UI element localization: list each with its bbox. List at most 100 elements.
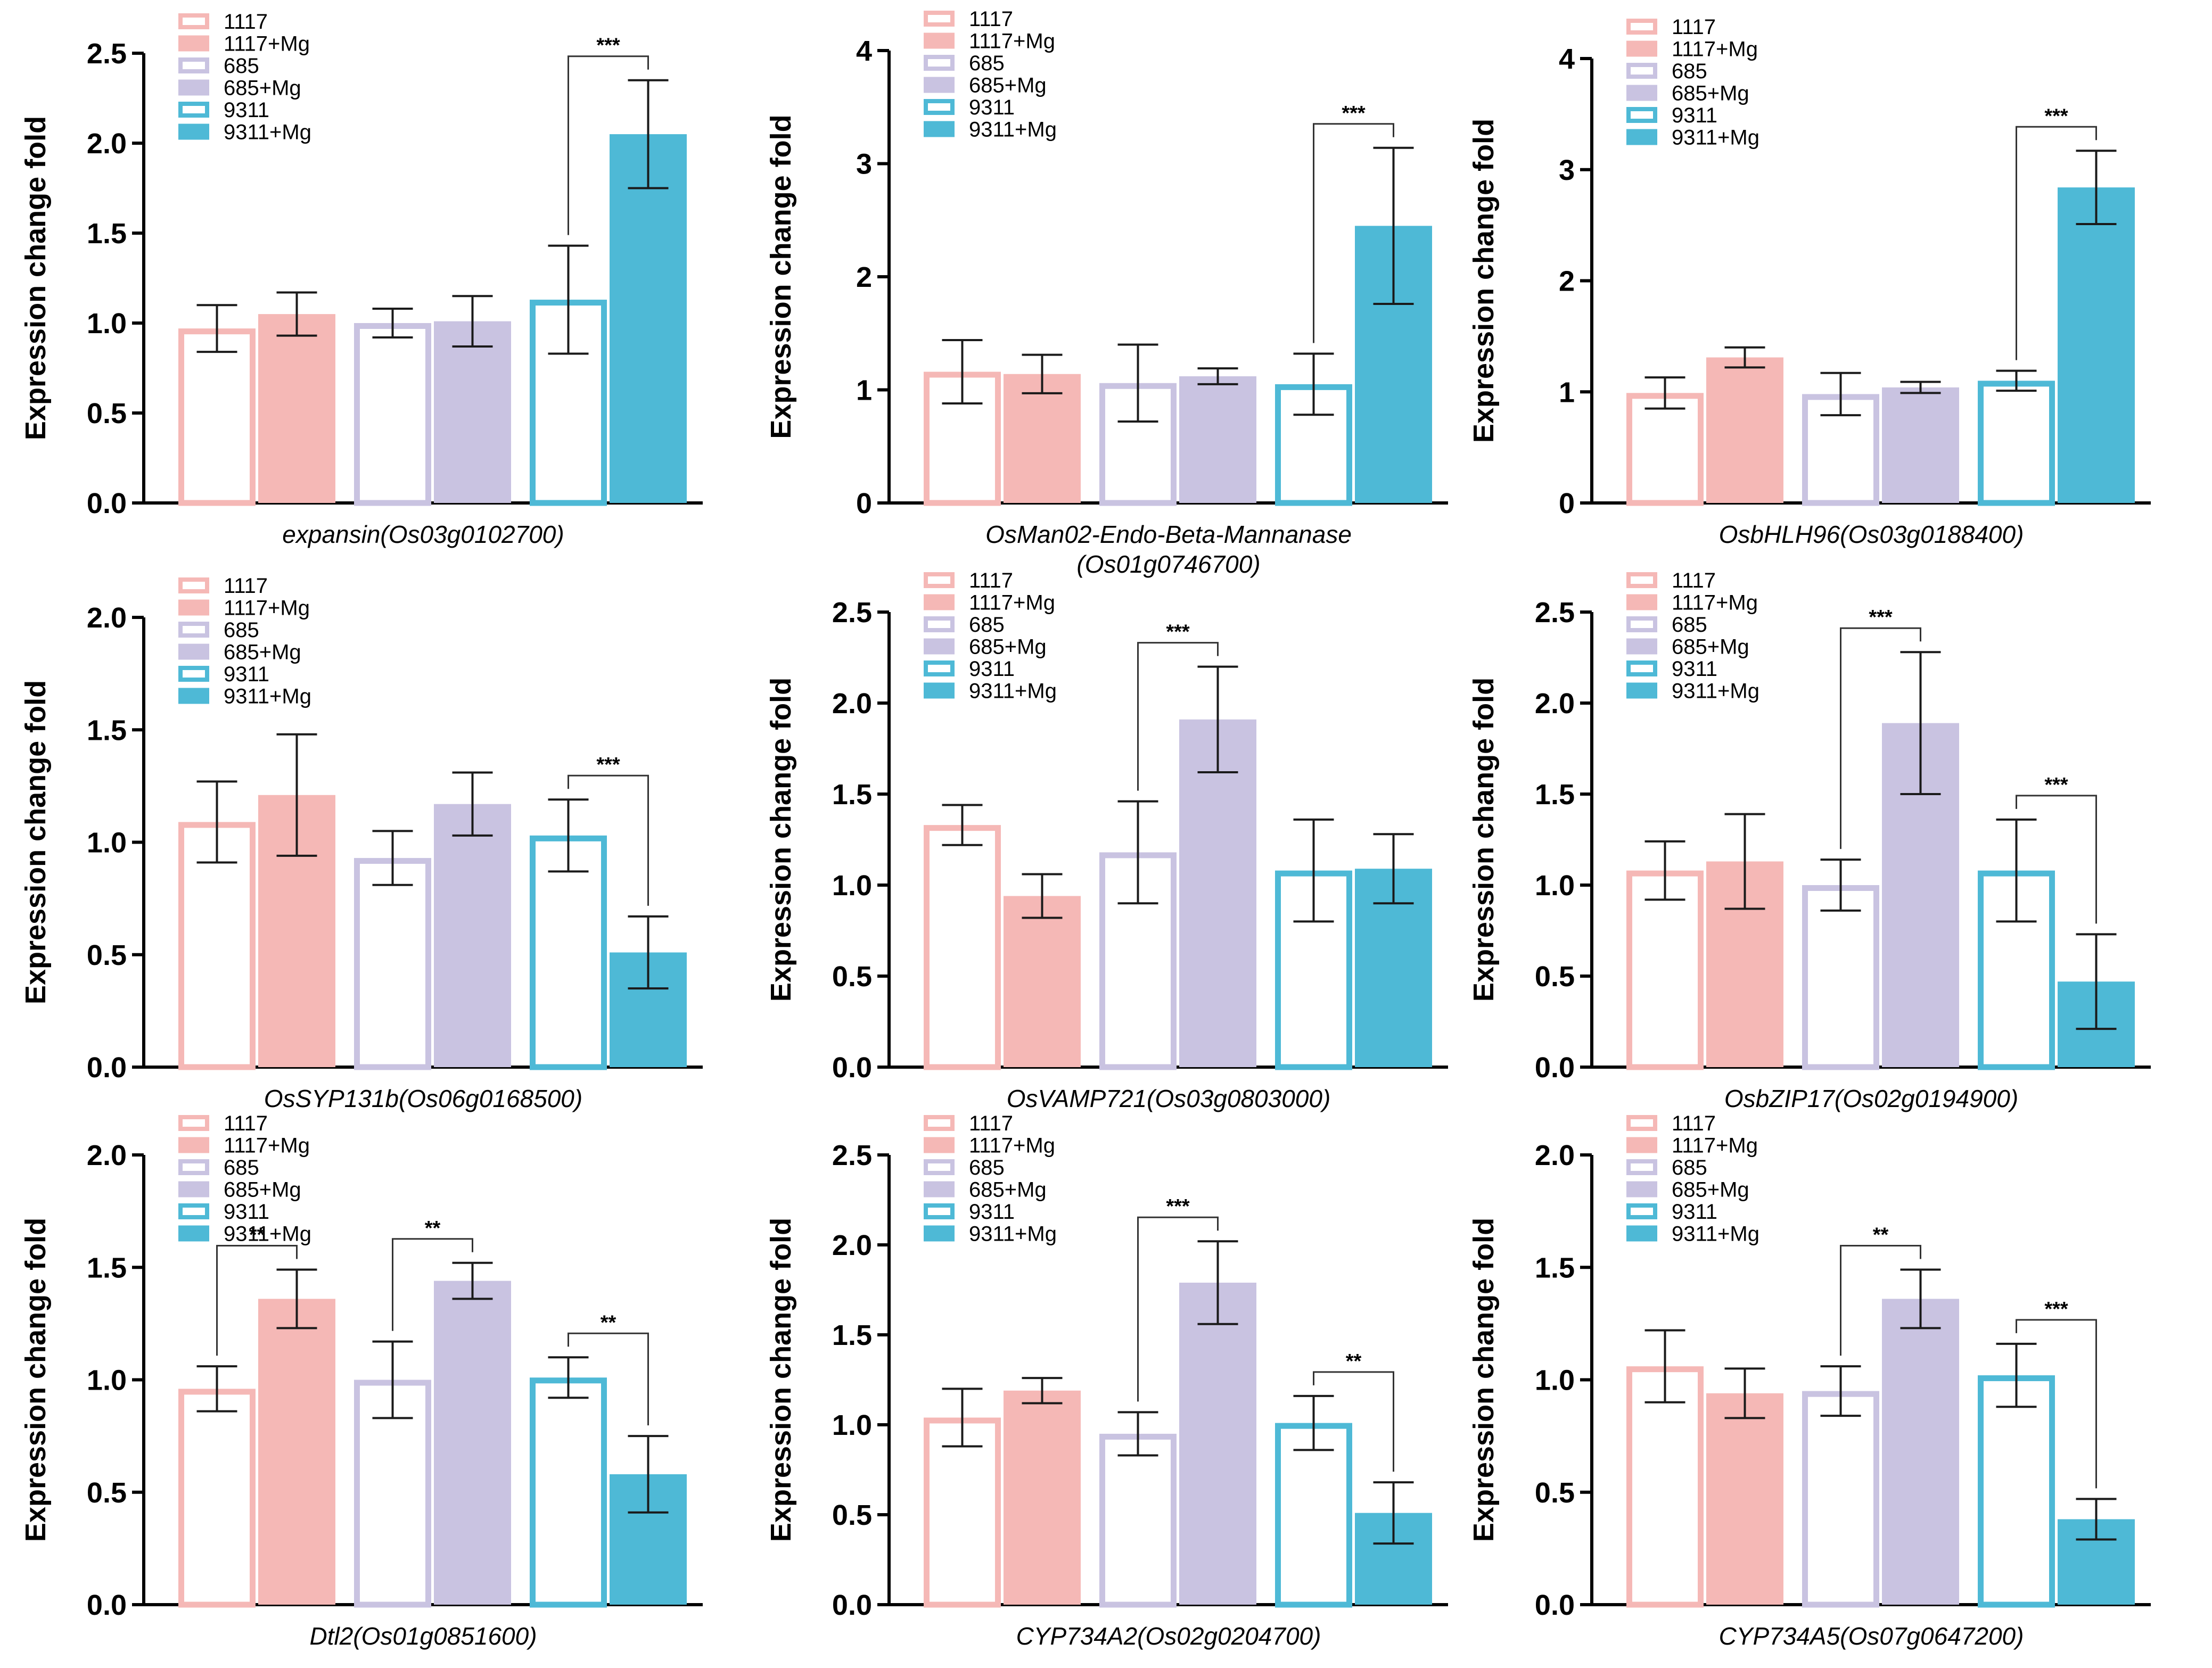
y-axis-label: Expression change fold — [765, 114, 797, 439]
y-tick-label: 1.5 — [832, 1319, 872, 1351]
significance-label: *** — [1342, 102, 1366, 125]
y-tick-label: 1.5 — [87, 218, 127, 250]
legend-swatch-1117+Mg — [924, 32, 955, 49]
chart-panel-5: 0.0 0.5 1.0 1.5 2.0 2.5 Expression change fold… — [765, 569, 1448, 1112]
legend-label: 9311+Mg — [1672, 1223, 1759, 1246]
legend-label: 685+Mg — [224, 641, 301, 664]
x-axis-label: OsbHLH96(Os03g0188400) — [1719, 521, 2024, 548]
bar-1117 — [178, 328, 256, 506]
y-axis-label: Expression change fold — [765, 1218, 797, 1542]
y-tick-label: 0 — [856, 488, 872, 519]
legend-label: 9311 — [224, 1200, 269, 1224]
bar-685+Mg — [1179, 719, 1256, 1067]
legend-swatch-685 — [178, 1159, 209, 1175]
y-tick-label: 1 — [856, 375, 872, 407]
significance-bracket — [1840, 627, 1921, 849]
legend-label: 9311+Mg — [224, 121, 311, 144]
y-tick-label: 1.0 — [87, 1365, 127, 1397]
legend-label: 1117+Mg — [224, 1134, 310, 1158]
y-axis-label: Expression change fold — [1468, 119, 1500, 443]
legend-swatch-1117 — [1626, 572, 1657, 588]
legend-label: 685+Mg — [969, 74, 1047, 97]
legend-swatch-685+Mg — [178, 643, 209, 660]
y-tick-label: 0.0 — [832, 1052, 872, 1084]
legend-label: 1117+Mg — [1672, 1134, 1758, 1158]
legend-label: 1117 — [1672, 1112, 1716, 1135]
legend-swatch-9311+Mg — [924, 682, 955, 699]
chart-panel-6: 0.0 0.5 1.0 1.5 2.0 2.5 Expression change fold… — [1468, 569, 2151, 1112]
y-tick-label: 0.5 — [832, 1499, 872, 1531]
y-tick-label: 1.0 — [832, 870, 872, 902]
legend-label: 685+Mg — [969, 635, 1047, 659]
legend-swatch-9311+Mg — [178, 1225, 209, 1242]
bar-1117+Mg — [258, 1299, 335, 1605]
legend-label: 9311 — [969, 96, 1015, 119]
y-axis-label: Expression change fold — [1468, 1218, 1500, 1542]
y-tick-label: 2.0 — [832, 1229, 872, 1261]
y-tick-label: 0.0 — [832, 1589, 872, 1621]
legend-label: 1117+Mg — [1672, 591, 1758, 615]
bar-1117+Mg — [1706, 1393, 1783, 1605]
significance-label: *** — [1869, 606, 1893, 629]
legend-label: 685 — [224, 1156, 259, 1179]
significance-label: *** — [2044, 105, 2068, 127]
legend-swatch-685+Mg — [1626, 85, 1657, 101]
legend-label: 9311 — [969, 657, 1015, 681]
y-axis-label: Expression change fold — [20, 1218, 52, 1542]
significance-label: ** — [1873, 1224, 1889, 1246]
legend-label: 1117+Mg — [969, 591, 1055, 615]
significance-bracket — [568, 55, 649, 235]
bar-685+Mg — [1179, 376, 1256, 503]
y-tick-label: 1.5 — [832, 779, 872, 811]
y-tick-label: 4 — [856, 35, 872, 67]
legend-label: 9311 — [224, 663, 269, 686]
legend-label: 685 — [1672, 1156, 1707, 1179]
y-tick-label: 1.5 — [87, 714, 127, 746]
legend-swatch-9311 — [1626, 107, 1657, 123]
x-axis-label: OsSYP131b(Os06g0168500) — [264, 1085, 582, 1112]
significance-bracket — [1313, 123, 1394, 343]
y-tick-label: 0.0 — [1535, 1052, 1575, 1084]
bar-1117 — [178, 1389, 256, 1608]
significance-bracket — [1313, 1371, 1394, 1472]
significance-label: *** — [2044, 1298, 2068, 1320]
y-tick-label: 0.5 — [87, 398, 127, 430]
legend-label: 685+Mg — [1672, 1178, 1749, 1202]
y-tick-label: 0.0 — [87, 1052, 127, 1084]
legend-swatch-685 — [178, 622, 209, 638]
legend-label: 9311 — [224, 98, 269, 122]
legend-swatch-685+Mg — [1626, 1181, 1657, 1198]
y-tick-label: 2.5 — [87, 38, 127, 70]
legend-swatch-9311 — [924, 660, 955, 676]
x-axis-label: Dtl2(Os01g0851600) — [309, 1622, 537, 1650]
y-tick-label: 2 — [1559, 266, 1575, 298]
legend-swatch-1117 — [178, 13, 209, 29]
legend-swatch-9311+Mg — [1626, 1225, 1657, 1242]
legend-swatch-9311+Mg — [924, 1225, 955, 1242]
legend-swatch-1117+Mg — [178, 1137, 209, 1153]
significance-bracket — [392, 1238, 473, 1331]
legend-swatch-1117 — [178, 1115, 209, 1131]
y-tick-label: 1.0 — [87, 308, 127, 340]
bar-685+Mg — [1882, 387, 1959, 503]
bar-9311 — [1978, 381, 2055, 506]
legend-swatch-685+Mg — [178, 1181, 209, 1198]
y-tick-label: 1.0 — [1535, 1365, 1575, 1397]
significance-label: *** — [596, 754, 620, 776]
legend-swatch-9311 — [178, 102, 209, 118]
bar-685 — [354, 323, 431, 506]
y-tick-label: 2.0 — [832, 688, 872, 720]
bar-1117 — [1626, 870, 1704, 1070]
x-axis-label: expansin(Os03g0102700) — [282, 521, 564, 548]
x-axis-label: OsbZIP17(Os02g0194900) — [1724, 1085, 2018, 1112]
y-tick-label: 3 — [856, 148, 872, 180]
y-tick-label: 1.0 — [832, 1409, 872, 1441]
y-tick-label: 0.0 — [87, 488, 127, 519]
bar-685 — [1802, 1391, 1879, 1608]
legend-label: 1117 — [969, 1112, 1013, 1135]
y-tick-label: 0.0 — [1535, 1589, 1575, 1621]
legend-swatch-9311 — [1626, 660, 1657, 676]
legend-label: 685 — [1672, 60, 1707, 83]
